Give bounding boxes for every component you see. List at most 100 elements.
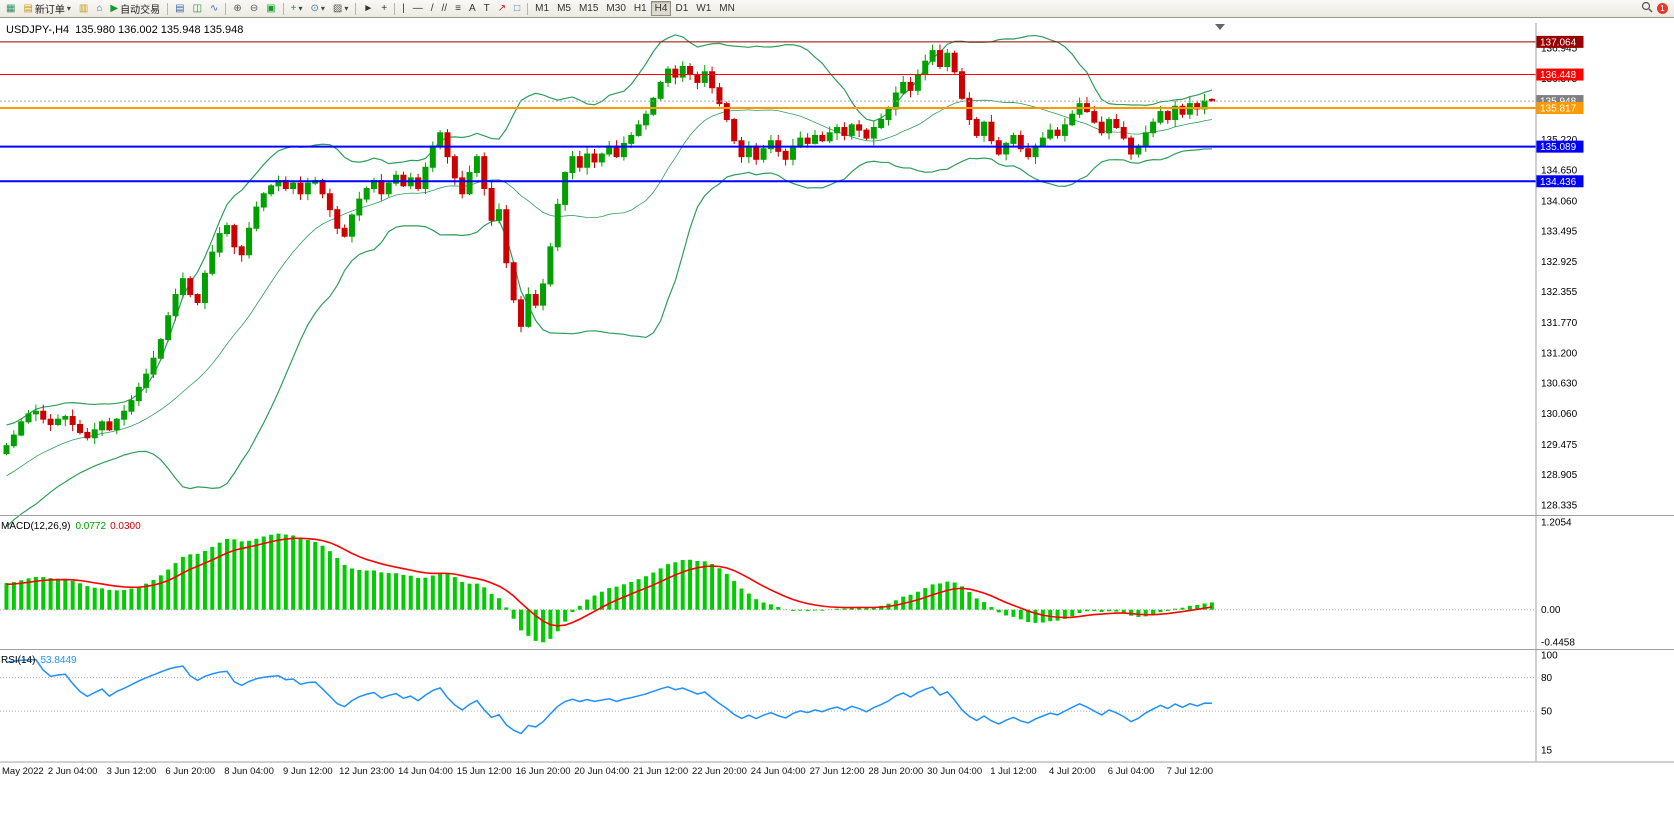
trendline-icon: / bbox=[430, 2, 434, 14]
bear-candle bbox=[1017, 134, 1024, 150]
bull-candle bbox=[348, 214, 355, 237]
rsi-value: 53.8449 bbox=[40, 655, 77, 666]
notification-badge[interactable]: 1 bbox=[1657, 3, 1668, 14]
cursor-tool-button[interactable]: ► bbox=[359, 1, 377, 16]
search-icon[interactable] bbox=[1641, 1, 1653, 16]
bull-candle bbox=[157, 339, 164, 359]
candlestick-button[interactable]: ◫ bbox=[189, 1, 206, 16]
bull-candle bbox=[701, 71, 708, 83]
terminal-button[interactable]: ▦ bbox=[2, 1, 19, 16]
time-axis-label: 6 Jun 20:00 bbox=[165, 766, 215, 777]
bear-candle bbox=[444, 132, 451, 158]
timeframe-m15[interactable]: M15 bbox=[575, 1, 602, 16]
bear-candle bbox=[731, 119, 738, 142]
period-button[interactable]: ⊙ ▾ bbox=[307, 1, 329, 16]
crosshair-tool-button[interactable]: + bbox=[377, 1, 391, 16]
timeframe-mn[interactable]: MN bbox=[715, 1, 739, 16]
market-watch-button[interactable]: ▥ bbox=[75, 1, 92, 16]
chart-canvas[interactable]: 136.945136.375135.805135.220134.650134.0… bbox=[0, 18, 1674, 826]
separator bbox=[282, 2, 284, 15]
bear-candle bbox=[753, 145, 760, 160]
timeframe-d1[interactable]: D1 bbox=[671, 1, 692, 16]
bull-candle bbox=[113, 418, 120, 431]
vertical-line-tool-button[interactable]: | bbox=[398, 1, 409, 16]
price-axis-label: 131.200 bbox=[1541, 348, 1578, 359]
tile-windows-icon: ▣ bbox=[266, 2, 276, 14]
channel-tool-button[interactable]: // bbox=[438, 1, 452, 16]
line-chart-button[interactable]: ∿ bbox=[206, 1, 222, 16]
time-axis-label: 15 Jun 12:00 bbox=[457, 766, 512, 777]
time-axis-label: 28 Jun 20:00 bbox=[868, 766, 923, 777]
navigator-button[interactable]: ⌂ bbox=[92, 1, 106, 16]
horizontal-line-tool-button[interactable]: — bbox=[409, 1, 427, 16]
bollinger-bands bbox=[6, 34, 1213, 528]
timeframe-h1[interactable]: H1 bbox=[630, 1, 651, 16]
price-badge bbox=[1536, 140, 1584, 153]
bull-candle bbox=[466, 172, 473, 195]
zoom-out-button[interactable]: ⊖ bbox=[246, 1, 262, 16]
fibonacci-tool-button[interactable]: ≡ bbox=[451, 1, 465, 16]
price-axis-label: 129.475 bbox=[1541, 440, 1578, 451]
label-tool-button[interactable]: T bbox=[480, 1, 494, 16]
bull-candle bbox=[628, 134, 635, 144]
timeframe-h4[interactable]: H4 bbox=[650, 1, 672, 16]
bull-candle bbox=[268, 185, 275, 195]
macd-axis-label: 1.2054 bbox=[1541, 518, 1572, 529]
indicators-button[interactable]: + ▾ bbox=[287, 1, 307, 16]
bull-candle bbox=[143, 373, 150, 388]
bull-candle bbox=[914, 73, 921, 91]
bull-candle bbox=[834, 126, 841, 134]
bull-candle bbox=[760, 148, 767, 160]
zoom-in-button[interactable]: ⊕ bbox=[229, 1, 245, 16]
bull-candle bbox=[1047, 129, 1054, 139]
price-axis-label: 134.650 bbox=[1541, 165, 1578, 176]
shapes-tool-button[interactable]: □ bbox=[510, 1, 524, 16]
time-axis[interactable]: May 2022 2 Jun 04:00 3 Jun 12:00 6 Jun 20:0… bbox=[2, 766, 1213, 777]
bull-candle bbox=[1039, 137, 1046, 147]
timeframe-m1[interactable]: M1 bbox=[531, 1, 553, 16]
bar-chart-button[interactable]: ▤ bbox=[171, 1, 188, 16]
bull-candle bbox=[562, 172, 569, 205]
text-tool-button[interactable]: A bbox=[465, 1, 480, 16]
bull-candle bbox=[900, 81, 907, 94]
bollinger-upper-line bbox=[6, 34, 1213, 426]
time-axis-label: 22 Jun 20:00 bbox=[692, 766, 747, 777]
timeframe-m30[interactable]: M30 bbox=[602, 1, 629, 16]
bull-candle bbox=[201, 272, 208, 304]
chart-shift-marker[interactable] bbox=[1215, 24, 1225, 30]
bull-candle bbox=[18, 421, 25, 436]
macd-pane: 1.2054 0.00 -0.4458 bbox=[0, 518, 1575, 649]
line-chart-icon: ∿ bbox=[210, 2, 219, 14]
bear-candle bbox=[951, 52, 958, 73]
tile-windows-button[interactable]: ▣ bbox=[262, 1, 279, 16]
bear-candle bbox=[326, 193, 333, 211]
crosshair-icon: + bbox=[381, 2, 388, 14]
clock-icon: ⊙ bbox=[310, 2, 319, 14]
bear-candle bbox=[1091, 111, 1098, 123]
price-badges: 137.064136.448135.948135.817135.089134.4… bbox=[1536, 35, 1584, 188]
bear-candle bbox=[319, 180, 326, 195]
arrows-tool-button[interactable]: ↗ bbox=[494, 1, 510, 16]
timeframe-m5[interactable]: M5 bbox=[553, 1, 575, 16]
template-button[interactable]: ▨ ▾ bbox=[329, 1, 352, 16]
trendline-tool-button[interactable]: / bbox=[427, 1, 438, 16]
time-axis-label: 16 Jun 20:00 bbox=[516, 766, 571, 777]
bull-candle bbox=[1061, 124, 1068, 136]
bear-candle bbox=[804, 137, 811, 144]
bear-candle bbox=[723, 103, 730, 121]
separator bbox=[355, 2, 357, 15]
timeframe-w1[interactable]: W1 bbox=[692, 1, 715, 16]
new-order-button[interactable]: ▤ 新订单 ▾ bbox=[19, 1, 74, 16]
time-axis-label: 1 Jul 12:00 bbox=[990, 766, 1036, 777]
macd-axis-label: 0.00 bbox=[1541, 605, 1561, 616]
arrow-icon: ↗ bbox=[497, 2, 507, 14]
bull-candle bbox=[665, 68, 671, 83]
bull-candle bbox=[304, 182, 311, 195]
horizontal-lines[interactable] bbox=[0, 41, 1536, 183]
chevron-down-icon: ▾ bbox=[298, 4, 303, 13]
bull-candle bbox=[1003, 142, 1010, 155]
bull-candle bbox=[797, 137, 804, 147]
bull-candle bbox=[32, 410, 39, 415]
bull-candle bbox=[944, 52, 951, 67]
autotrade-button[interactable]: ▶ 自动交易 bbox=[106, 1, 164, 16]
